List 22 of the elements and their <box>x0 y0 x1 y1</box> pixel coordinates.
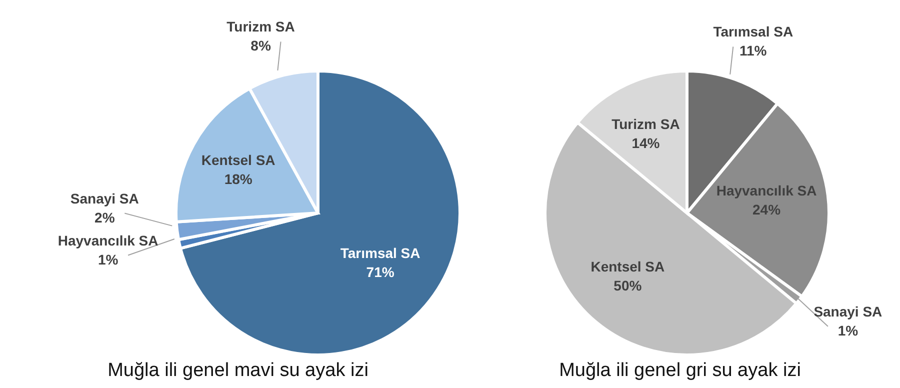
data-label: 1% <box>838 322 859 338</box>
data-label: 11% <box>740 42 768 59</box>
data-label: 24% <box>752 201 782 218</box>
data-label: 1% <box>98 251 119 268</box>
slice-label: Turizm SA <box>612 116 680 132</box>
slice-label: Tarımsal SA <box>713 24 794 40</box>
slice-label: Tarımsal SA <box>340 245 420 262</box>
slice-label: Hayvancılık SA <box>58 232 158 248</box>
slice-label: Hayvancılık SA <box>716 182 817 198</box>
data-label: 14% <box>632 134 660 151</box>
data-label: 50% <box>614 278 642 294</box>
slice-label: Sanayi SA <box>70 190 139 206</box>
slice-label: Sanayi SA <box>814 303 882 320</box>
text: Muğla ili genel gri su ayak izi <box>558 360 802 382</box>
slice-label: Turizm SA <box>226 18 295 35</box>
data-label: 8% <box>250 38 272 54</box>
data-label: 2% <box>94 209 116 226</box>
slice-label: Kentsel SA <box>201 152 276 168</box>
text: Muğla ili genel mavi su ayak izi <box>106 360 370 382</box>
slice-label: Kentsel SA <box>590 258 665 275</box>
data-label: 18% <box>224 170 253 187</box>
data-label: 71% <box>366 264 395 280</box>
